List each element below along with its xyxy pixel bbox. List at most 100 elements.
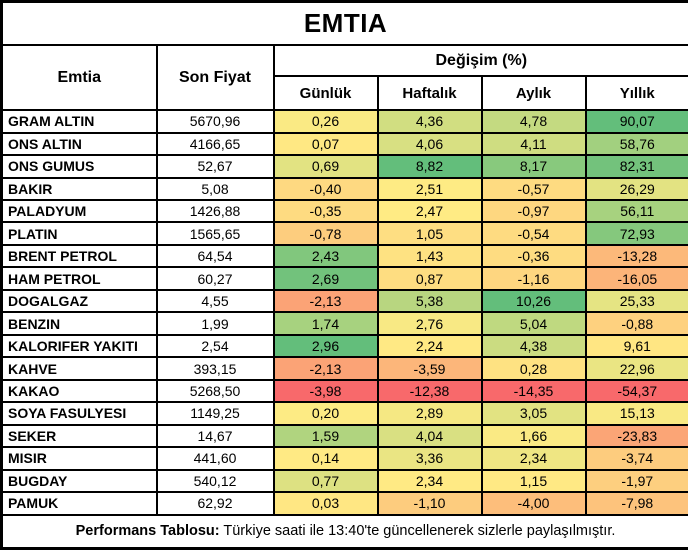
- table-row: KALORIFER YAKITI 2,54 2,96 2,24 4,38 9,61: [0, 333, 688, 359]
- last-price-value: 1565,65: [155, 221, 275, 246]
- change-cell-monthly: -0,97: [480, 198, 587, 224]
- header-weekly: Haftalık: [376, 75, 483, 112]
- change-cell-daily: -0,35: [272, 198, 379, 224]
- header-last-price: Son Fiyat: [155, 44, 275, 112]
- change-cell-daily: 0,26: [272, 109, 379, 134]
- change-cell-weekly: 2,89: [376, 401, 483, 426]
- change-cell-monthly: 1,66: [480, 423, 587, 449]
- change-cell-monthly: 5,04: [480, 311, 587, 336]
- commodity-name: BRENT PETROL: [0, 243, 158, 269]
- last-price-value: 62,92: [155, 491, 275, 516]
- change-cell-yearly: -1,97: [584, 468, 688, 494]
- change-cell-daily: 2,69: [272, 266, 379, 291]
- last-price-value: 52,67: [155, 154, 275, 179]
- change-cell-monthly: -0,54: [480, 221, 587, 246]
- last-price-value: 1,99: [155, 311, 275, 336]
- commodity-name: SOYA FASULYESI: [0, 401, 158, 426]
- last-price-value: 60,27: [155, 266, 275, 291]
- commodity-name: DOGALGAZ: [0, 288, 158, 314]
- change-cell-weekly: 2,24: [376, 333, 483, 359]
- change-cell-yearly: 22,96: [584, 356, 688, 381]
- change-cell-yearly: -0,88: [584, 311, 688, 336]
- table-row: SOYA FASULYESI 1149,25 0,20 2,89 3,05 15,13: [0, 401, 688, 426]
- change-cell-monthly: -14,35: [480, 378, 587, 404]
- table-row: BRENT PETROL 64,54 2,43 1,43 -0,36 -13,28: [0, 243, 688, 269]
- table-row: ONS ALTIN 4166,65 0,07 4,06 4,11 58,76: [0, 131, 688, 157]
- commodity-name: PALADYUM: [0, 198, 158, 224]
- last-price-value: 1426,88: [155, 198, 275, 224]
- change-cell-daily: -0,78: [272, 221, 379, 246]
- change-cell-monthly: 10,26: [480, 288, 587, 314]
- title-row: EMTIA: [0, 0, 688, 47]
- change-cell-weekly: 2,51: [376, 176, 483, 202]
- commodity-name: BAKIR: [0, 176, 158, 202]
- change-cell-yearly: -3,74: [584, 446, 688, 471]
- change-cell-monthly: -1,16: [480, 266, 587, 291]
- change-cell-yearly: 56,11: [584, 198, 688, 224]
- change-cell-daily: 1,59: [272, 423, 379, 449]
- change-cell-daily: 0,77: [272, 468, 379, 494]
- commodity-name: ONS GUMUS: [0, 154, 158, 179]
- change-cell-monthly: 1,15: [480, 468, 587, 494]
- table-body: GRAM ALTIN 5670,96 0,26 4,36 4,78 90,07 ONS AL…: [0, 109, 688, 516]
- change-cell-monthly: 0,28: [480, 356, 587, 381]
- last-price-value: 5,08: [155, 176, 275, 202]
- change-cell-monthly: 3,05: [480, 401, 587, 426]
- change-cell-weekly: 8,82: [376, 154, 483, 179]
- change-cell-weekly: -12,38: [376, 378, 483, 404]
- change-cell-weekly: 4,06: [376, 131, 483, 157]
- change-cell-monthly: 4,78: [480, 109, 587, 134]
- change-cell-yearly: -13,28: [584, 243, 688, 269]
- change-cell-daily: 2,96: [272, 333, 379, 359]
- change-cell-weekly: 2,47: [376, 198, 483, 224]
- commodity-name: PAMUK: [0, 491, 158, 516]
- change-cell-weekly: 2,34: [376, 468, 483, 494]
- page-title: EMTIA: [0, 0, 688, 47]
- table-row: HAM PETROL 60,27 2,69 0,87 -1,16 -16,05: [0, 266, 688, 291]
- commodity-name: SEKER: [0, 423, 158, 449]
- commodity-name: ONS ALTIN: [0, 131, 158, 157]
- last-price-value: 441,60: [155, 446, 275, 471]
- footer-row: Performans Tablosu: Türkiye saati ile 13…: [0, 513, 688, 550]
- change-cell-monthly: 4,38: [480, 333, 587, 359]
- commodity-name: MISIR: [0, 446, 158, 471]
- footer-note-label: Performans Tablosu:: [75, 523, 220, 540]
- table-row: SEKER 14,67 1,59 4,04 1,66 -23,83: [0, 423, 688, 449]
- last-price-value: 2,54: [155, 333, 275, 359]
- last-price-value: 4,55: [155, 288, 275, 314]
- commodity-name: HAM PETROL: [0, 266, 158, 291]
- change-cell-weekly: 1,05: [376, 221, 483, 246]
- last-price-value: 393,15: [155, 356, 275, 381]
- change-cell-daily: -2,13: [272, 356, 379, 381]
- header-commodity: Emtia: [0, 44, 158, 112]
- header-daily: Günlük: [272, 75, 379, 112]
- header-change-group: Değişim (%): [272, 44, 688, 78]
- change-cell-yearly: 25,33: [584, 288, 688, 314]
- change-cell-weekly: 1,43: [376, 243, 483, 269]
- commodity-name: PLATIN: [0, 221, 158, 246]
- change-cell-weekly: -1,10: [376, 491, 483, 516]
- change-cell-yearly: -7,98: [584, 491, 688, 516]
- change-cell-yearly: 26,29: [584, 176, 688, 202]
- commodity-name: KALORIFER YAKITI: [0, 333, 158, 359]
- table-row: KAHVE 393,15 -2,13 -3,59 0,28 22,96: [0, 356, 688, 381]
- change-cell-yearly: 90,07: [584, 109, 688, 134]
- change-cell-daily: 1,74: [272, 311, 379, 336]
- change-cell-monthly: -4,00: [480, 491, 587, 516]
- change-cell-daily: 0,03: [272, 491, 379, 516]
- last-price-value: 5268,50: [155, 378, 275, 404]
- change-cell-monthly: -0,36: [480, 243, 587, 269]
- commodity-name: KAKAO: [0, 378, 158, 404]
- change-cell-yearly: 15,13: [584, 401, 688, 426]
- last-price-value: 14,67: [155, 423, 275, 449]
- change-cell-yearly: 9,61: [584, 333, 688, 359]
- header-monthly: Aylık: [480, 75, 587, 112]
- header-period-row: Günlük Haftalık Aylık Yıllık: [2, 75, 688, 112]
- header-yearly: Yıllık: [584, 75, 688, 112]
- change-cell-yearly: 82,31: [584, 154, 688, 179]
- change-cell-weekly: -3,59: [376, 356, 483, 381]
- table-row: MISIR 441,60 0,14 3,36 2,34 -3,74: [0, 446, 688, 471]
- change-cell-monthly: -0,57: [480, 176, 587, 202]
- commodity-name: GRAM ALTIN: [0, 109, 158, 134]
